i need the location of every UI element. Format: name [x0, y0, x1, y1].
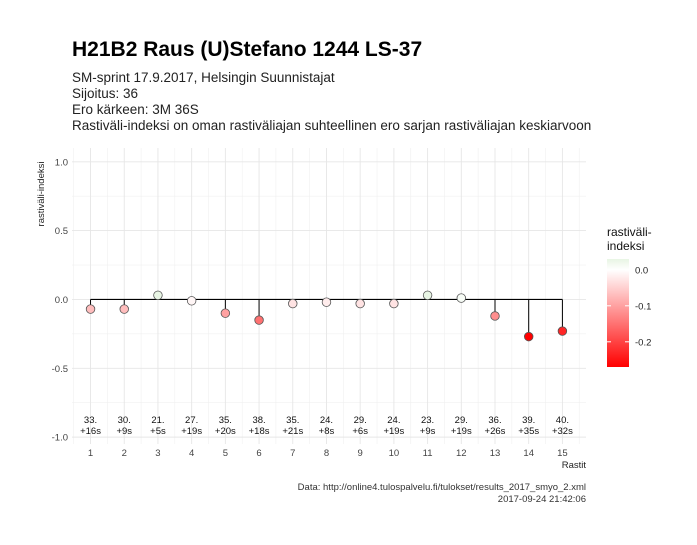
data-point [153, 290, 163, 301]
data-point [85, 304, 96, 314]
point-diff-label: +26s [485, 426, 506, 437]
subtitle-line-1: SM-sprint 17.9.2017, Helsingin Suunnista… [72, 70, 335, 85]
legend-tick-label: 0.0 [635, 265, 648, 276]
y-tick-label: -1.0 [52, 433, 68, 444]
data-point [355, 298, 365, 309]
subtitle-line-3: Ero kärkeen: 3M 36S [72, 102, 199, 117]
data-point [456, 293, 466, 303]
point-diff-label: +18s [249, 426, 270, 437]
point-diff-label: +32s [552, 426, 573, 437]
x-tick-label: 12 [456, 448, 467, 459]
point-rank-label: 30. [118, 415, 131, 426]
x-tick-label: 4 [189, 448, 194, 459]
data-point [557, 326, 568, 336]
point-rank-label: 29. [455, 415, 468, 426]
legend-tick-label: -0.1 [635, 301, 651, 312]
data-point [186, 296, 197, 306]
y-tick-label: 1.0 [55, 157, 68, 168]
point-diff-label: +19s [181, 426, 202, 437]
point-rank-label: 35. [286, 415, 299, 426]
data-point [389, 298, 399, 309]
point-rank-label: 38. [252, 415, 265, 426]
point-diff-label: +9s [116, 426, 132, 437]
x-tick-label: 14 [523, 448, 534, 459]
data-point [119, 304, 129, 314]
point-rank-label: 21. [151, 415, 164, 426]
data-point [288, 298, 298, 309]
data-point [490, 311, 500, 321]
point-rank-label: 29. [354, 415, 367, 426]
x-tick-label: 7 [290, 448, 295, 459]
point-diff-label: +21s [282, 426, 303, 437]
x-axis-title: Rastit [562, 460, 587, 471]
point-rank-label: 35. [219, 415, 232, 426]
x-tick-label: 2 [122, 448, 127, 459]
point-rank-label: 33. [84, 415, 97, 426]
chart-title: H21B2 Raus (U)Stefano 1244 LS-37 [72, 38, 422, 61]
legend-title-line-2: indeksi [607, 239, 644, 253]
x-tick-label: 1 [88, 448, 93, 459]
point-diff-label: +9s [420, 426, 436, 437]
point-diff-label: +16s [80, 426, 101, 437]
data-point [254, 315, 264, 325]
legend-title-line-1: rastiväli- [607, 225, 652, 239]
color-legend: rastiväli- indeksi 0.0 -0.1 -0.2 [607, 225, 652, 367]
point-rank-label: 36. [488, 415, 501, 426]
data-point [220, 308, 231, 318]
legend-ticks: 0.0 -0.1 -0.2 [607, 265, 651, 348]
point-rank-label: 40. [556, 415, 569, 426]
x-tick-label: 15 [557, 448, 568, 459]
caption-source: Data: http://online4.tulospalvelu.fi/tul… [298, 482, 586, 493]
data-point [422, 290, 433, 301]
caption-timestamp: 2017-09-24 21:42:06 [498, 494, 586, 505]
point-diff-label: +5s [150, 426, 166, 437]
x-tick-label: 10 [389, 448, 400, 459]
y-axis-title: rastiväli-indeksi [36, 162, 47, 227]
x-tick-label: 9 [358, 448, 363, 459]
subtitle-line-4: Rastiväli-indeksi on oman rastiväliajan … [72, 118, 591, 133]
y-tick-label: 0.0 [55, 295, 68, 306]
y-tick-label: -0.5 [52, 364, 68, 375]
point-diff-label: +19s [451, 426, 472, 437]
x-tick-label: 13 [490, 448, 501, 459]
point-rank-label: 39. [522, 415, 535, 426]
data-point [321, 297, 332, 307]
x-tick-label: 8 [324, 448, 329, 459]
y-tick-label: 0.5 [55, 226, 68, 237]
point-diff-label: +8s [319, 426, 335, 437]
data-point [524, 331, 534, 342]
x-tick-label: 11 [423, 448, 433, 459]
plot-area: 1 2 3 4 5 6 7 8 9 10 11 12 13 14 151.00.50.0-0.5-1.033… [52, 148, 586, 459]
point-diff-label: +20s [215, 426, 236, 437]
x-tick-label: 3 [155, 448, 160, 459]
subtitle-line-2: Sijoitus: 36 [72, 86, 138, 101]
legend-color-bar [607, 259, 629, 367]
point-diff-label: +6s [352, 426, 368, 437]
point-diff-label: +35s [518, 426, 539, 437]
legend-tick-label: -0.2 [635, 337, 651, 348]
point-rank-label: 27. [185, 415, 198, 426]
point-rank-label: 24. [320, 415, 333, 426]
point-rank-label: 24. [387, 415, 400, 426]
x-tick-label: 6 [256, 448, 261, 459]
point-diff-label: +19s [383, 426, 404, 437]
point-rank-label: 23. [421, 415, 434, 426]
x-tick-label: 5 [223, 448, 228, 459]
